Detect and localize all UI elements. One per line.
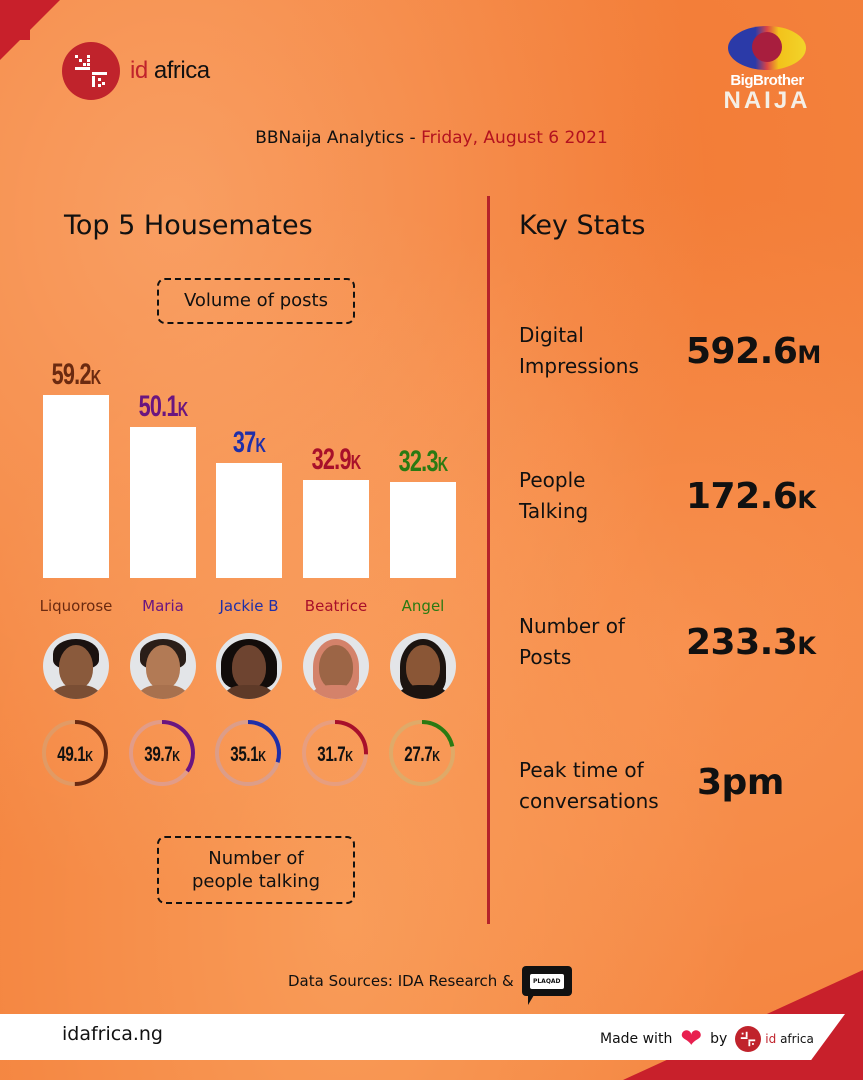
- talking-label-box: Number of people talking: [157, 836, 355, 904]
- bbnaija-logo-text: NAIJA: [723, 87, 811, 114]
- bbnaija-eye-icon: [728, 26, 806, 70]
- bar-value-label: 50.1K: [138, 390, 189, 423]
- bar-maria: [130, 427, 196, 578]
- heart-icon: ❤: [680, 1024, 703, 1054]
- bar-value-label: 59.2K: [51, 358, 102, 391]
- avatar: [130, 633, 196, 699]
- bar-value-label: 32.9K: [311, 443, 362, 476]
- corner-decoration: [0, 0, 60, 60]
- ring-value-label: 49.1K: [57, 743, 93, 766]
- ring-value-label: 39.7K: [144, 743, 180, 766]
- key-stats-title: Key Stats: [519, 210, 646, 241]
- stat-label-people-talking: People Talking: [519, 468, 589, 523]
- avatar: [43, 633, 109, 699]
- top-housemates-title: Top 5 Housemates: [64, 210, 313, 241]
- idafrica-logo-icon: [735, 1026, 762, 1052]
- section-divider: [487, 196, 490, 924]
- ring-value-label: 27.7K: [404, 743, 440, 766]
- progress-ring: [389, 720, 455, 786]
- bar-value-label: 32.3K: [398, 445, 449, 478]
- progress-ring: [129, 720, 195, 786]
- bbnaija-logo-text: BigBrother: [730, 72, 804, 89]
- housemate-name: Liquorose: [39, 597, 113, 615]
- ring-value-label: 35.1K: [230, 743, 266, 766]
- plaqad-logo: PLAQAD: [521, 966, 572, 1005]
- stat-label-peak-time: Peak time of conversations: [519, 758, 659, 813]
- stat-value-posts: 233.3K: [686, 622, 816, 663]
- stat-value-people-talking: 172.6K: [686, 476, 816, 517]
- bar-beatrice: [303, 480, 369, 578]
- footer-url-link[interactable]: idafrica.ng: [62, 1023, 163, 1045]
- housemate-name: Jackie B: [219, 597, 279, 615]
- bbnaija-logo: BigBrother NAIJA: [722, 26, 812, 113]
- idafrica-footer-logo: id africa: [735, 1026, 814, 1052]
- bar-jackie-b: [216, 463, 282, 578]
- avatar: [303, 633, 369, 699]
- progress-ring: [215, 720, 281, 786]
- idafrica-logo: id africa: [62, 42, 210, 100]
- progress-ring: [42, 720, 108, 786]
- page-subtitle: BBNaija Analytics - Friday, August 6 202…: [255, 128, 608, 148]
- housemate-name: Maria: [142, 597, 184, 615]
- stat-value-impressions: 592.6M: [686, 331, 821, 372]
- stat-value-peak-time: 3pm: [697, 762, 784, 803]
- posts-label-box: Volume of posts: [157, 278, 355, 324]
- idafrica-logo-icon: [62, 42, 120, 100]
- ring-value-label: 31.7K: [317, 743, 353, 766]
- bar-value-label: 37K: [232, 426, 266, 459]
- progress-ring: [302, 720, 368, 786]
- report-date: Friday, August 6 2021: [421, 128, 608, 148]
- made-with-credit: Made with ❤ by id africa: [600, 1024, 814, 1054]
- housemate-name: Beatrice: [304, 597, 368, 615]
- data-sources: Data Sources: IDA Research & PLAQAD: [288, 966, 572, 1005]
- avatar: [390, 633, 456, 699]
- bar-angel: [390, 482, 456, 578]
- stat-label-posts: Number of Posts: [519, 614, 625, 669]
- housemate-name: Angel: [401, 597, 445, 615]
- footer-bar: [0, 1014, 845, 1060]
- idafrica-wordmark: id africa: [130, 57, 210, 84]
- stat-label-impressions: Digital Impressions: [519, 323, 639, 378]
- bar-liquorose: [43, 395, 109, 578]
- avatar: [216, 633, 282, 699]
